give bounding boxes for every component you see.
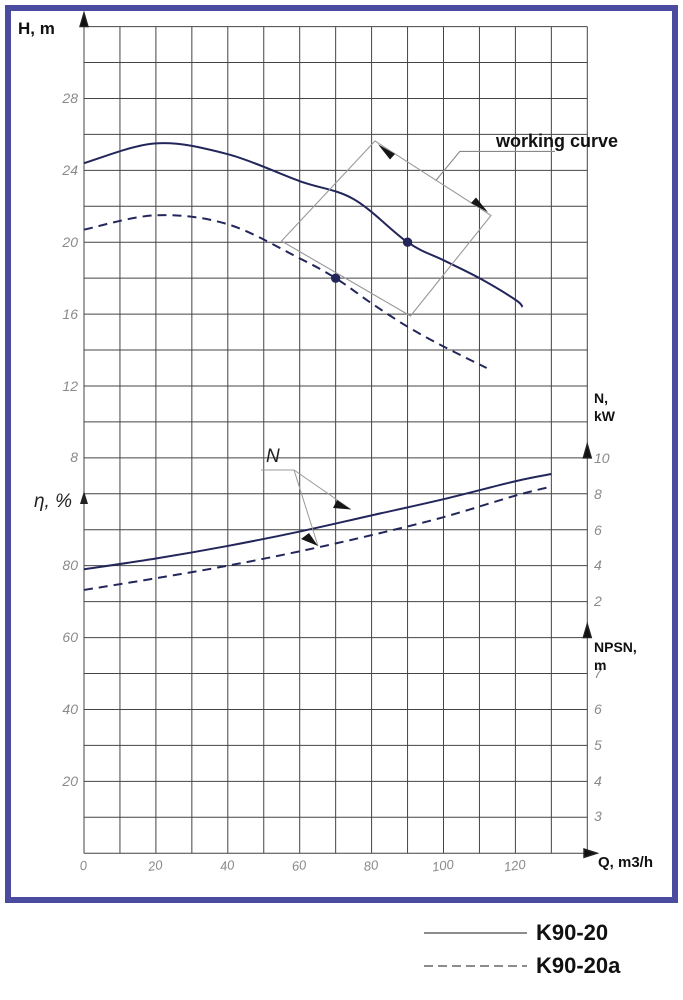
svg-text:8: 8 [70, 449, 78, 465]
svg-text:H, m: H, m [18, 19, 55, 38]
svg-text:20: 20 [146, 857, 164, 874]
svg-text:4: 4 [594, 557, 602, 573]
svg-text:working curve: working curve [495, 131, 618, 151]
svg-text:16: 16 [62, 306, 78, 322]
svg-text:40: 40 [62, 701, 78, 717]
svg-text:20: 20 [61, 234, 78, 250]
svg-text:2: 2 [593, 593, 602, 609]
svg-text:8: 8 [594, 486, 602, 502]
svg-text:K90-20a: K90-20a [536, 953, 621, 978]
svg-text:60: 60 [62, 629, 78, 645]
svg-text:4: 4 [594, 773, 602, 789]
svg-text:N: N [266, 446, 280, 467]
svg-text:40: 40 [219, 857, 236, 874]
svg-text:m: m [594, 657, 606, 673]
svg-text:20: 20 [61, 773, 78, 789]
svg-text:80: 80 [363, 857, 380, 874]
svg-text:kW: kW [594, 408, 616, 424]
svg-text:N,: N, [594, 390, 608, 406]
svg-text:6: 6 [594, 522, 602, 538]
svg-text:12: 12 [62, 378, 78, 394]
svg-text:6: 6 [594, 701, 602, 717]
svg-text:28: 28 [61, 90, 78, 106]
svg-text:60: 60 [291, 857, 308, 874]
svg-text:5: 5 [594, 737, 602, 753]
svg-text:10: 10 [594, 450, 610, 466]
svg-text:K90-20: K90-20 [536, 920, 608, 945]
svg-text:NPSN,: NPSN, [594, 639, 637, 655]
svg-text:η, %: η, % [34, 491, 72, 512]
svg-text:120: 120 [503, 857, 527, 875]
svg-text:24: 24 [61, 162, 78, 178]
svg-text:80: 80 [62, 557, 78, 573]
svg-text:Q, m3/h: Q, m3/h [598, 854, 653, 871]
svg-text:100: 100 [431, 857, 455, 875]
svg-text:3: 3 [594, 808, 602, 824]
